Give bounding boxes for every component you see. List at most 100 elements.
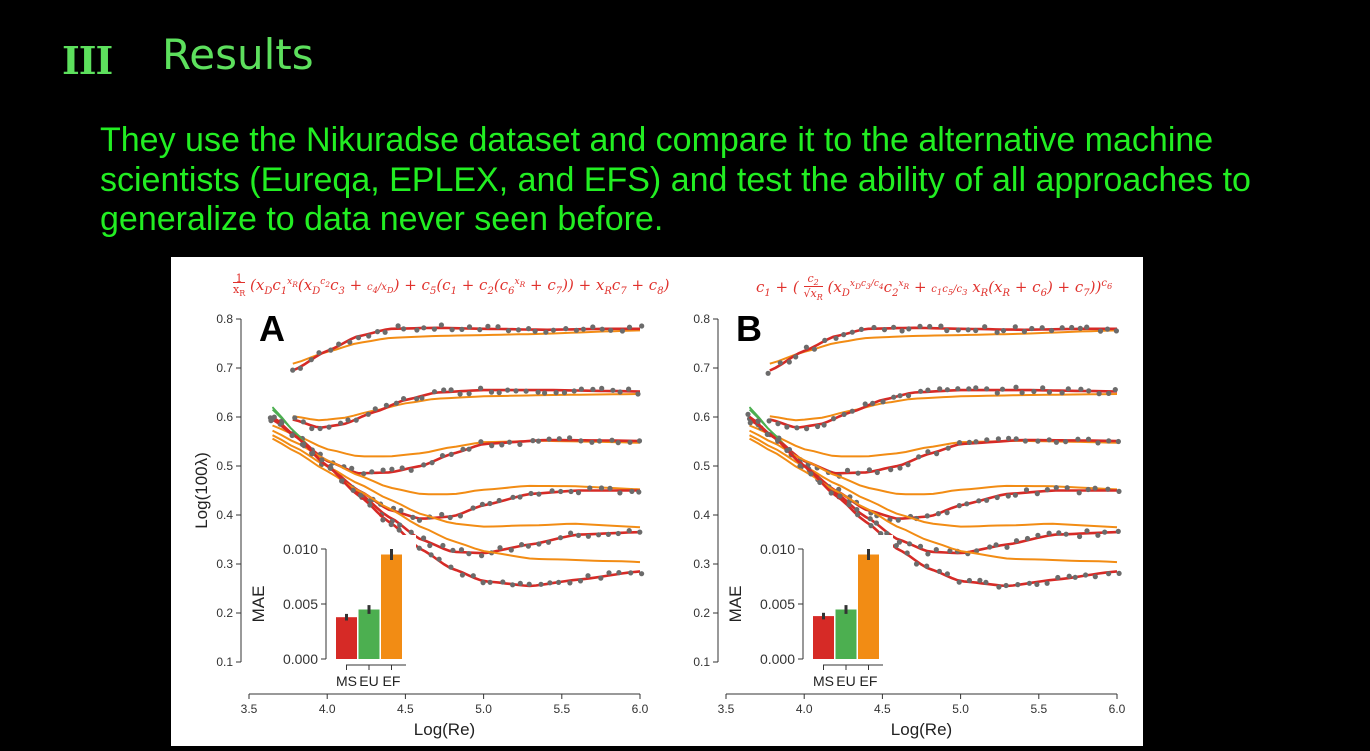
data-point bbox=[1084, 528, 1090, 534]
data-point bbox=[984, 437, 990, 443]
data-point bbox=[441, 387, 447, 393]
data-point bbox=[609, 437, 615, 443]
data-point bbox=[361, 471, 367, 477]
data-point bbox=[1115, 438, 1121, 445]
data-point bbox=[866, 467, 873, 473]
data-point bbox=[639, 323, 645, 329]
data-point bbox=[1044, 487, 1050, 493]
data-point bbox=[955, 386, 961, 392]
data-point bbox=[526, 581, 532, 587]
data-point bbox=[1019, 390, 1025, 396]
data-point bbox=[635, 391, 641, 397]
data-point bbox=[987, 544, 993, 550]
data-point bbox=[421, 325, 427, 331]
data-point bbox=[610, 387, 616, 393]
data-point bbox=[891, 324, 897, 330]
data-point bbox=[1055, 574, 1061, 581]
y-axis-label: Log(100λ) bbox=[192, 452, 211, 529]
data-point bbox=[414, 396, 420, 402]
eu-fit-curve bbox=[769, 389, 1118, 429]
inset-bar-eu bbox=[835, 609, 857, 659]
data-point bbox=[1086, 388, 1092, 394]
data-point bbox=[457, 391, 463, 397]
data-point bbox=[841, 411, 847, 417]
data-point bbox=[308, 357, 314, 363]
data-point bbox=[1040, 385, 1046, 391]
data-point bbox=[1034, 581, 1040, 587]
data-point bbox=[395, 323, 401, 329]
data-point bbox=[575, 490, 582, 496]
data-point bbox=[561, 390, 568, 396]
data-point bbox=[745, 411, 751, 417]
data-point bbox=[1078, 386, 1084, 392]
figure-panel: 1 xR (xDc1xR(xDc2c3 + c4/xD) + c5(c1 + c2… bbox=[171, 257, 1143, 746]
data-point bbox=[917, 543, 924, 549]
data-point bbox=[398, 507, 404, 514]
data-point bbox=[1095, 532, 1101, 538]
data-point bbox=[279, 420, 285, 426]
data-point bbox=[1006, 435, 1012, 441]
inset-y-tick-label: 0.000 bbox=[283, 651, 318, 667]
data-point bbox=[535, 438, 542, 444]
data-point bbox=[550, 327, 556, 333]
inset-y-tick-label: 0.000 bbox=[760, 651, 795, 667]
data-point bbox=[1092, 485, 1098, 491]
inset-x-tick-label: EF bbox=[860, 673, 878, 689]
data-point bbox=[290, 367, 296, 373]
data-point bbox=[1097, 328, 1104, 334]
y-tick-label: 0.8 bbox=[693, 312, 710, 326]
y-tick-label: 0.4 bbox=[693, 508, 710, 522]
data-point bbox=[546, 436, 552, 442]
data-point bbox=[478, 439, 484, 445]
inset-y-axis-label: MAE bbox=[249, 586, 268, 623]
data-point bbox=[881, 327, 888, 333]
data-point bbox=[925, 551, 931, 557]
eu-fit-curve bbox=[271, 406, 640, 520]
data-point bbox=[1065, 386, 1071, 392]
data-point bbox=[626, 528, 632, 534]
data-point bbox=[526, 326, 532, 332]
y-tick-label: 0.5 bbox=[216, 459, 233, 473]
data-point bbox=[1046, 389, 1052, 395]
data-point bbox=[904, 550, 910, 556]
data-point bbox=[1072, 574, 1078, 580]
data-point bbox=[508, 547, 514, 553]
data-point bbox=[956, 440, 963, 446]
data-point bbox=[1077, 533, 1083, 540]
data-point bbox=[867, 516, 873, 522]
data-point bbox=[899, 328, 905, 334]
inset-bar-ef bbox=[381, 554, 402, 659]
data-point bbox=[1005, 493, 1011, 499]
data-point bbox=[485, 323, 491, 329]
data-point bbox=[629, 488, 635, 494]
data-point bbox=[301, 441, 307, 447]
data-point bbox=[488, 389, 495, 395]
data-point bbox=[459, 326, 465, 332]
data-point bbox=[854, 507, 860, 513]
data-point bbox=[837, 493, 843, 499]
y-tick-label: 0.3 bbox=[216, 557, 233, 571]
data-point bbox=[419, 395, 425, 401]
data-point bbox=[470, 573, 476, 579]
data-point bbox=[855, 470, 861, 476]
data-point bbox=[1012, 324, 1018, 330]
data-point bbox=[598, 575, 604, 581]
data-point bbox=[459, 572, 465, 578]
y-tick-label: 0.1 bbox=[693, 655, 710, 669]
inset-y-tick-label: 0.005 bbox=[760, 596, 795, 612]
data-point bbox=[515, 327, 522, 333]
data-point bbox=[496, 390, 502, 396]
data-point bbox=[984, 386, 990, 392]
data-point bbox=[1026, 580, 1032, 586]
inset-bar-ms bbox=[813, 616, 834, 659]
data-point bbox=[1053, 439, 1059, 445]
ms-fit-curve bbox=[292, 326, 640, 372]
data-point bbox=[355, 335, 362, 341]
inset-y-axis-label: MAE bbox=[726, 586, 745, 623]
ms-fit-curve bbox=[271, 415, 641, 555]
data-point bbox=[1085, 486, 1091, 493]
data-point bbox=[427, 542, 433, 549]
data-point bbox=[271, 414, 277, 420]
data-point bbox=[439, 453, 446, 459]
data-point bbox=[637, 529, 643, 535]
